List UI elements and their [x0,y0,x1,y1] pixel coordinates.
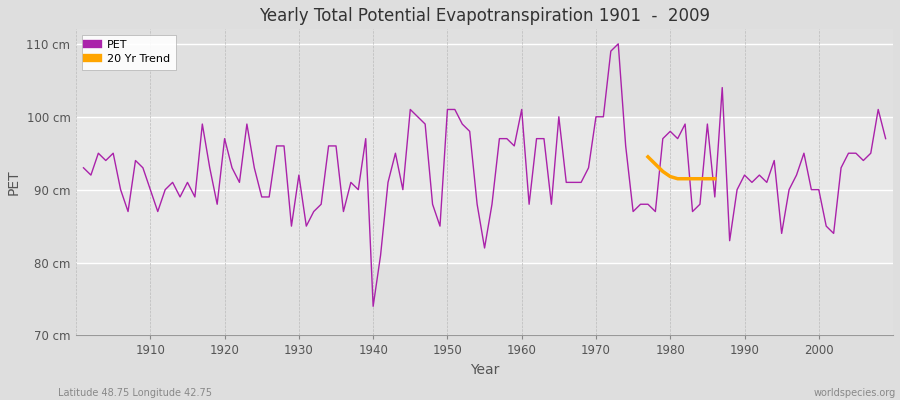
PET [138,165,148,170]
PET [613,42,624,46]
PET [78,165,89,170]
20 Yr Trend [702,176,713,181]
X-axis label: Year: Year [470,363,500,377]
PET [301,224,311,228]
Text: Latitude 48.75 Longitude 42.75: Latitude 48.75 Longitude 42.75 [58,388,212,398]
Legend: PET, 20 Yr Trend: PET, 20 Yr Trend [82,35,176,70]
Bar [76,117,893,262]
20 Yr Trend [687,176,698,181]
PET [620,144,631,148]
20 Yr Trend [643,154,653,159]
Line: PET: PET [84,44,886,306]
20 Yr Trend [672,176,683,181]
20 Yr Trend [709,176,720,181]
Text: worldspecies.org: worldspecies.org [814,388,896,398]
20 Yr Trend [650,162,661,166]
Bar [76,262,893,336]
PET [368,304,379,309]
20 Yr Trend [665,174,676,179]
PET [880,136,891,141]
20 Yr Trend [695,176,706,181]
PET [346,180,356,185]
PET [524,202,535,207]
PET [517,107,527,112]
Bar [76,29,893,117]
Line: 20 Yr Trend: 20 Yr Trend [648,157,715,179]
Y-axis label: PET: PET [7,170,21,195]
20 Yr Trend [680,176,690,181]
20 Yr Trend [657,169,668,174]
Title: Yearly Total Potential Evapotranspiration 1901  -  2009: Yearly Total Potential Evapotranspiratio… [259,7,710,25]
